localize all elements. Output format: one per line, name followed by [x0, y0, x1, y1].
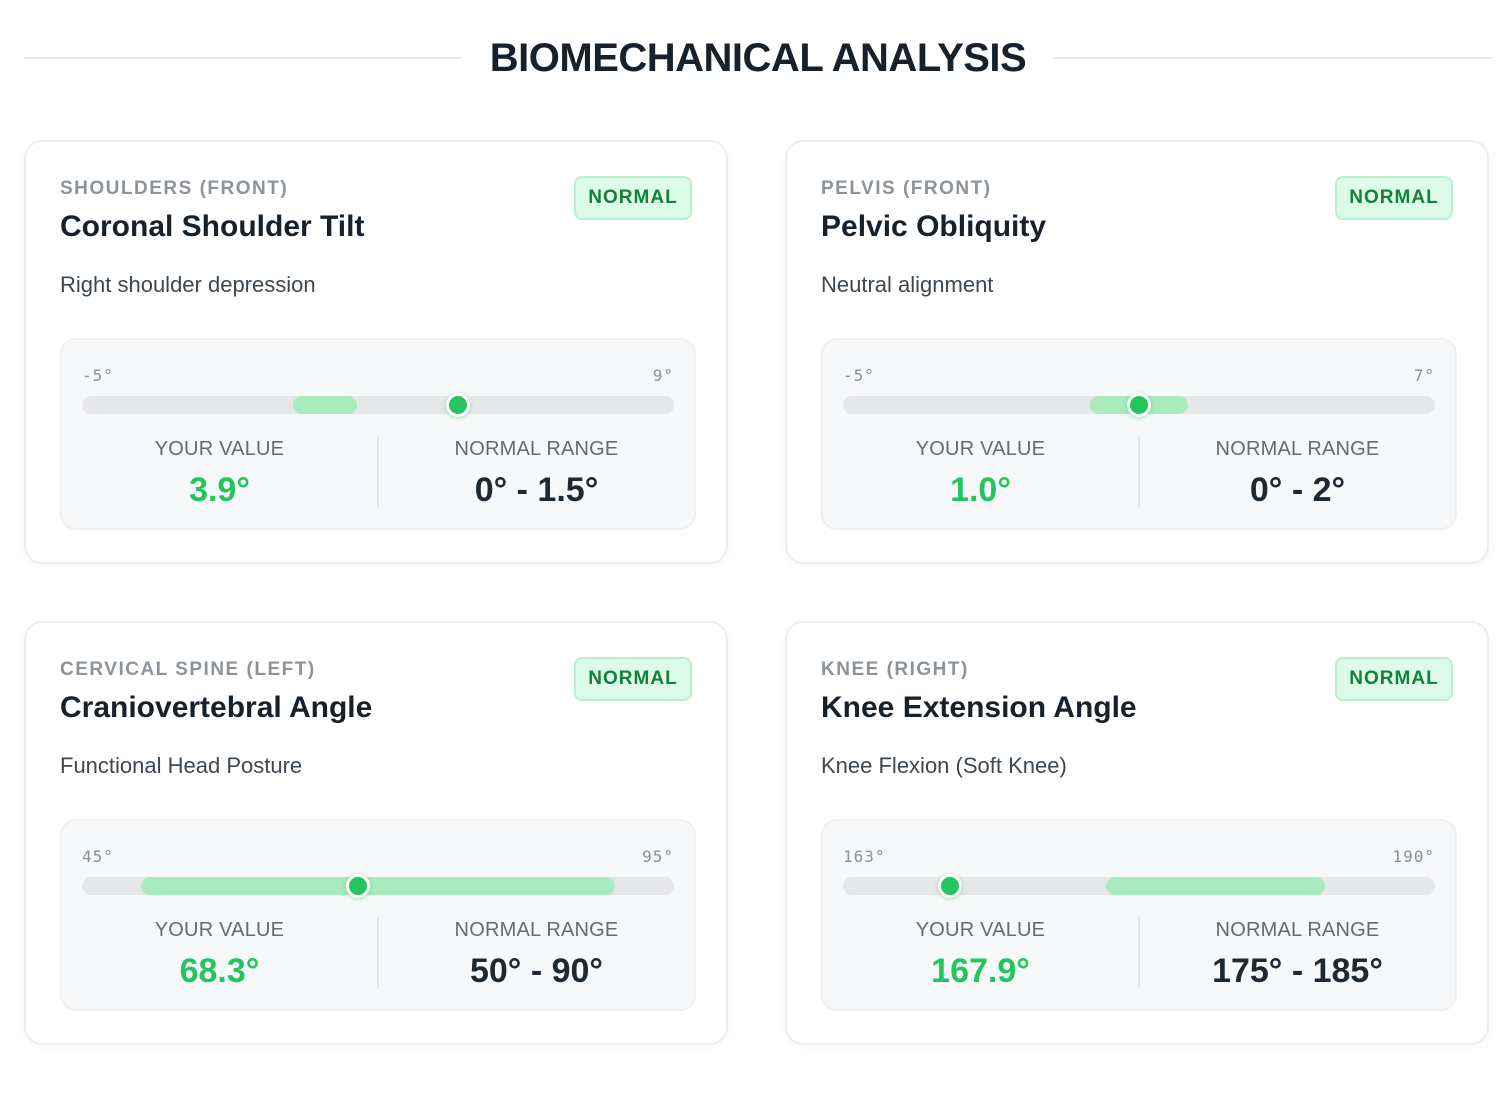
your-value: 3.9°	[189, 471, 250, 509]
your-value: 1.0°	[950, 471, 1011, 509]
measurement-panel: 45° 95° YOUR VALUE 68.3° NORMAL RANGE 50…	[60, 819, 696, 1011]
card-description: Functional Head Posture	[60, 753, 303, 778]
normal-range-value: 175° - 185°	[1212, 952, 1383, 990]
your-value-label: YOUR VALUE	[154, 438, 285, 460]
card-category: KNEE (RIGHT)	[821, 659, 969, 680]
card-title: Craniovertebral Angle	[60, 691, 373, 724]
card-category: CERVICAL SPINE (LEFT)	[60, 659, 316, 680]
scale-min-label: 45°	[82, 847, 114, 866]
your-value-label: YOUR VALUE	[915, 919, 1046, 941]
your-value: 68.3°	[179, 952, 260, 990]
card-description: Right shoulder depression	[60, 272, 316, 297]
metric-card-pelvic-obliquity: PELVIS (FRONT) Pelvic Obliquity Neutral …	[785, 140, 1489, 564]
normal-range-label: NORMAL RANGE	[1215, 919, 1380, 941]
value-marker	[938, 874, 963, 898]
your-value-stat: YOUR VALUE 68.3°	[62, 917, 377, 993]
scale-max-label: 9°	[652, 366, 674, 385]
normal-range-fill	[141, 877, 615, 895]
stats-row: YOUR VALUE 3.9° NORMAL RANGE 0° - 1.5°	[62, 436, 694, 512]
scale-min-label: -5°	[843, 366, 875, 385]
stats-row: YOUR VALUE 167.9° NORMAL RANGE 175° - 18…	[823, 917, 1455, 993]
status-badge: NORMAL	[574, 657, 692, 701]
normal-range-fill	[293, 396, 357, 414]
value-marker	[446, 393, 471, 417]
page-header: BIOMECHANICAL ANALYSIS	[24, 28, 1492, 88]
card-title: Knee Extension Angle	[821, 691, 1137, 724]
normal-range-value: 0° - 1.5°	[474, 471, 599, 509]
status-badge: NORMAL	[1335, 176, 1453, 220]
measurement-panel: -5° 9° YOUR VALUE 3.9° NORMAL RANGE 0° -…	[60, 338, 696, 530]
range-track	[82, 393, 674, 417]
your-value-label: YOUR VALUE	[154, 919, 285, 941]
range-track	[843, 393, 1435, 417]
normal-range-stat: NORMAL RANGE 0° - 1.5°	[379, 436, 694, 512]
card-description: Neutral alignment	[821, 272, 994, 297]
normal-range-value: 50° - 90°	[469, 952, 604, 990]
normal-range-stat: NORMAL RANGE 50° - 90°	[379, 917, 694, 993]
page-title: BIOMECHANICAL ANALYSIS	[489, 35, 1027, 80]
header-divider-left	[24, 57, 462, 59]
card-category: SHOULDERS (FRONT)	[60, 178, 289, 199]
scale-max-label: 95°	[642, 847, 674, 866]
measurement-panel: -5° 7° YOUR VALUE 1.0° NORMAL RANGE 0° -…	[821, 338, 1457, 530]
metric-card-knee-extension: KNEE (RIGHT) Knee Extension Angle Knee F…	[785, 621, 1489, 1045]
stats-divider	[377, 917, 379, 989]
value-marker	[1127, 393, 1151, 417]
normal-range-stat: NORMAL RANGE 0° - 2°	[1140, 436, 1455, 512]
normal-range-label: NORMAL RANGE	[454, 919, 619, 941]
stats-row: YOUR VALUE 68.3° NORMAL RANGE 50° - 90°	[62, 917, 694, 993]
normal-range-label: NORMAL RANGE	[1215, 438, 1380, 460]
your-value-stat: YOUR VALUE 3.9°	[62, 436, 377, 512]
range-track	[843, 874, 1435, 898]
card-description: Knee Flexion (Soft Knee)	[821, 753, 1067, 778]
measurement-panel: 163° 190° YOUR VALUE 167.9° NORMAL RANGE…	[821, 819, 1457, 1011]
card-category: PELVIS (FRONT)	[821, 178, 992, 199]
your-value-label: YOUR VALUE	[915, 438, 1046, 460]
your-value: 167.9°	[931, 952, 1030, 990]
range-track	[82, 874, 674, 898]
scale-max-label: 190°	[1392, 847, 1435, 866]
metric-card-craniovertebral-angle: CERVICAL SPINE (LEFT) Craniovertebral An…	[24, 621, 728, 1045]
card-title: Pelvic Obliquity	[821, 210, 1047, 243]
scale-min-label: 163°	[843, 847, 886, 866]
normal-range-stat: NORMAL RANGE 175° - 185°	[1140, 917, 1455, 993]
stats-divider	[377, 436, 379, 508]
normal-range-value: 0° - 2°	[1249, 471, 1346, 509]
stats-row: YOUR VALUE 1.0° NORMAL RANGE 0° - 2°	[823, 436, 1455, 512]
card-title: Coronal Shoulder Tilt	[60, 210, 365, 243]
stats-divider	[1138, 436, 1140, 508]
status-badge: NORMAL	[574, 176, 692, 220]
your-value-stat: YOUR VALUE 167.9°	[823, 917, 1138, 993]
header-divider-right	[1054, 57, 1492, 59]
normal-range-fill	[1106, 877, 1326, 895]
status-badge: NORMAL	[1335, 657, 1453, 701]
value-marker	[345, 874, 370, 898]
normal-range-label: NORMAL RANGE	[454, 438, 619, 460]
metric-card-shoulder-tilt: SHOULDERS (FRONT) Coronal Shoulder Tilt …	[24, 140, 728, 564]
scale-max-label: 7°	[1413, 366, 1435, 385]
your-value-stat: YOUR VALUE 1.0°	[823, 436, 1138, 512]
scale-min-label: -5°	[82, 366, 114, 385]
stats-divider	[1138, 917, 1140, 989]
